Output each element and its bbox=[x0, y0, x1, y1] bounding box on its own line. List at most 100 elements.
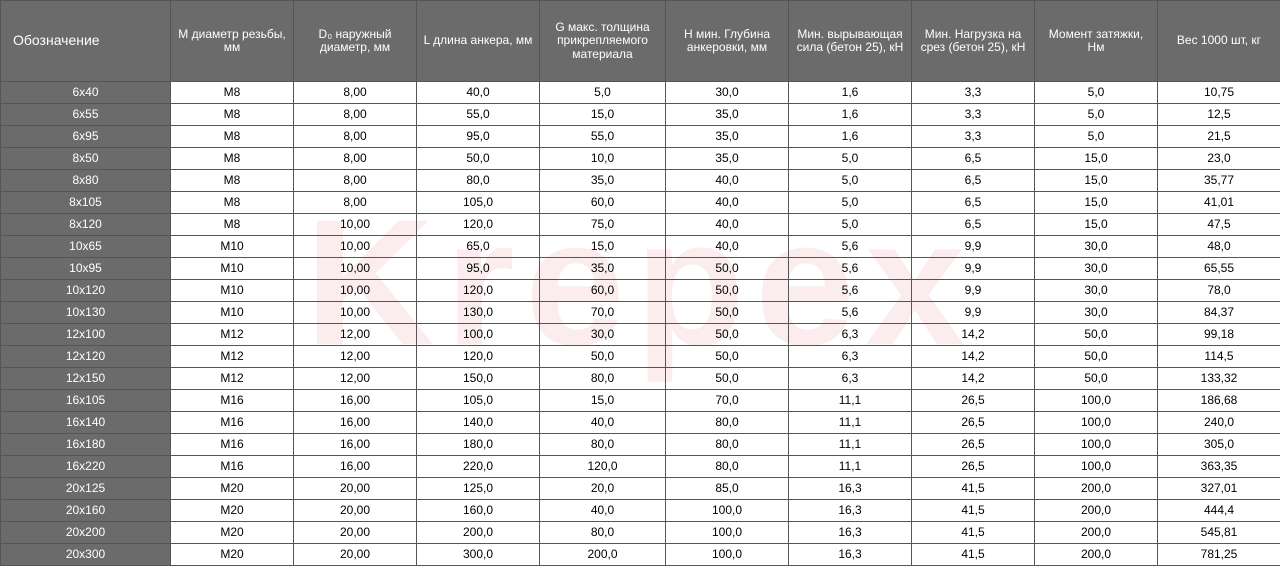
table-row: 20x300M2020,00300,0200,0100,016,341,5200… bbox=[1, 544, 1280, 566]
cell: 40,0 bbox=[540, 412, 666, 434]
table-row: 16x140M1616,00140,040,080,011,126,5100,0… bbox=[1, 412, 1280, 434]
cell: 15,0 bbox=[1035, 214, 1158, 236]
cell: 8,00 bbox=[294, 148, 417, 170]
cell: 100,0 bbox=[666, 544, 789, 566]
table-row: 12x100M1212,00100,030,050,06,314,250,099… bbox=[1, 324, 1280, 346]
cell: 8,00 bbox=[294, 104, 417, 126]
row-label: 20x160 bbox=[1, 500, 171, 522]
cell: 5,0 bbox=[1035, 82, 1158, 104]
cell: 150,0 bbox=[417, 368, 540, 390]
cell: 120,0 bbox=[417, 214, 540, 236]
cell: 26,5 bbox=[912, 412, 1035, 434]
cell: 14,2 bbox=[912, 346, 1035, 368]
cell: 75,0 bbox=[540, 214, 666, 236]
cell: 85,0 bbox=[666, 478, 789, 500]
cell: 180,0 bbox=[417, 434, 540, 456]
cell: 120,0 bbox=[417, 346, 540, 368]
cell: 5,0 bbox=[1035, 104, 1158, 126]
cell: M8 bbox=[171, 192, 294, 214]
cell: 100,0 bbox=[1035, 434, 1158, 456]
table-row: 10x120M1010,00120,060,050,05,69,930,078,… bbox=[1, 280, 1280, 302]
col-header-6: Мин. вырывающая сила (бетон 25), кН bbox=[789, 1, 912, 82]
col-header-0: Обозначение bbox=[1, 1, 171, 82]
cell: 100,0 bbox=[666, 522, 789, 544]
cell: 15,0 bbox=[1035, 192, 1158, 214]
cell: 35,0 bbox=[540, 170, 666, 192]
anchor-specs-table: ОбозначениеМ диаметр резьбы, ммD₀ наружн… bbox=[0, 0, 1280, 566]
cell: 20,0 bbox=[540, 478, 666, 500]
cell: 35,0 bbox=[666, 126, 789, 148]
cell: 5,6 bbox=[789, 302, 912, 324]
cell: 40,0 bbox=[666, 214, 789, 236]
cell: 84,37 bbox=[1158, 302, 1280, 324]
cell: M16 bbox=[171, 434, 294, 456]
cell: 10,00 bbox=[294, 258, 417, 280]
cell: 16,3 bbox=[789, 544, 912, 566]
row-label: 20x200 bbox=[1, 522, 171, 544]
cell: 30,0 bbox=[1035, 302, 1158, 324]
cell: 30,0 bbox=[540, 324, 666, 346]
cell: 133,32 bbox=[1158, 368, 1280, 390]
cell: 40,0 bbox=[540, 500, 666, 522]
cell: 114,5 bbox=[1158, 346, 1280, 368]
row-label: 6x95 bbox=[1, 126, 171, 148]
cell: 41,5 bbox=[912, 522, 1035, 544]
cell: 26,5 bbox=[912, 390, 1035, 412]
cell: 35,0 bbox=[540, 258, 666, 280]
cell: M16 bbox=[171, 456, 294, 478]
cell: M12 bbox=[171, 368, 294, 390]
cell: 8,00 bbox=[294, 126, 417, 148]
cell: 9,9 bbox=[912, 280, 1035, 302]
cell: 15,0 bbox=[540, 104, 666, 126]
cell: 200,0 bbox=[1035, 544, 1158, 566]
cell: 5,6 bbox=[789, 258, 912, 280]
cell: 16,00 bbox=[294, 456, 417, 478]
cell: 20,00 bbox=[294, 522, 417, 544]
cell: 11,1 bbox=[789, 434, 912, 456]
cell: 40,0 bbox=[666, 236, 789, 258]
cell: 41,5 bbox=[912, 500, 1035, 522]
cell: 1,6 bbox=[789, 104, 912, 126]
col-header-3: L длина анкера, мм bbox=[417, 1, 540, 82]
cell: 327,01 bbox=[1158, 478, 1280, 500]
row-label: 8x120 bbox=[1, 214, 171, 236]
cell: 6,3 bbox=[789, 368, 912, 390]
table-row: 10x130M1010,00130,070,050,05,69,930,084,… bbox=[1, 302, 1280, 324]
cell: 99,18 bbox=[1158, 324, 1280, 346]
cell: 30,0 bbox=[1035, 258, 1158, 280]
cell: 8,00 bbox=[294, 170, 417, 192]
cell: 200,0 bbox=[417, 522, 540, 544]
cell: 21,5 bbox=[1158, 126, 1280, 148]
cell: M20 bbox=[171, 544, 294, 566]
cell: 300,0 bbox=[417, 544, 540, 566]
cell: 100,0 bbox=[417, 324, 540, 346]
cell: 47,5 bbox=[1158, 214, 1280, 236]
cell: M20 bbox=[171, 478, 294, 500]
cell: 1,6 bbox=[789, 126, 912, 148]
cell: 26,5 bbox=[912, 434, 1035, 456]
table-row: 6x95M88,0095,055,035,01,63,35,021,5 bbox=[1, 126, 1280, 148]
cell: 6,5 bbox=[912, 170, 1035, 192]
cell: 50,0 bbox=[1035, 346, 1158, 368]
cell: 78,0 bbox=[1158, 280, 1280, 302]
cell: 41,5 bbox=[912, 478, 1035, 500]
table-row: 20x125M2020,00125,020,085,016,341,5200,0… bbox=[1, 478, 1280, 500]
cell: 80,0 bbox=[417, 170, 540, 192]
row-label: 16x180 bbox=[1, 434, 171, 456]
cell: 5,0 bbox=[789, 148, 912, 170]
cell: 5,0 bbox=[540, 82, 666, 104]
table-row: 20x160M2020,00160,040,0100,016,341,5200,… bbox=[1, 500, 1280, 522]
cell: 5,0 bbox=[789, 170, 912, 192]
cell: M12 bbox=[171, 346, 294, 368]
cell: 6,5 bbox=[912, 214, 1035, 236]
table-row: 16x180M1616,00180,080,080,011,126,5100,0… bbox=[1, 434, 1280, 456]
cell: 80,0 bbox=[666, 456, 789, 478]
row-label: 12x150 bbox=[1, 368, 171, 390]
table-row: 6x40M88,0040,05,030,01,63,35,010,75 bbox=[1, 82, 1280, 104]
col-header-4: G макс. толщина прикрепляемого материала bbox=[540, 1, 666, 82]
cell: M16 bbox=[171, 390, 294, 412]
cell: 48,0 bbox=[1158, 236, 1280, 258]
cell: 12,5 bbox=[1158, 104, 1280, 126]
cell: 26,5 bbox=[912, 456, 1035, 478]
cell: 8,00 bbox=[294, 192, 417, 214]
